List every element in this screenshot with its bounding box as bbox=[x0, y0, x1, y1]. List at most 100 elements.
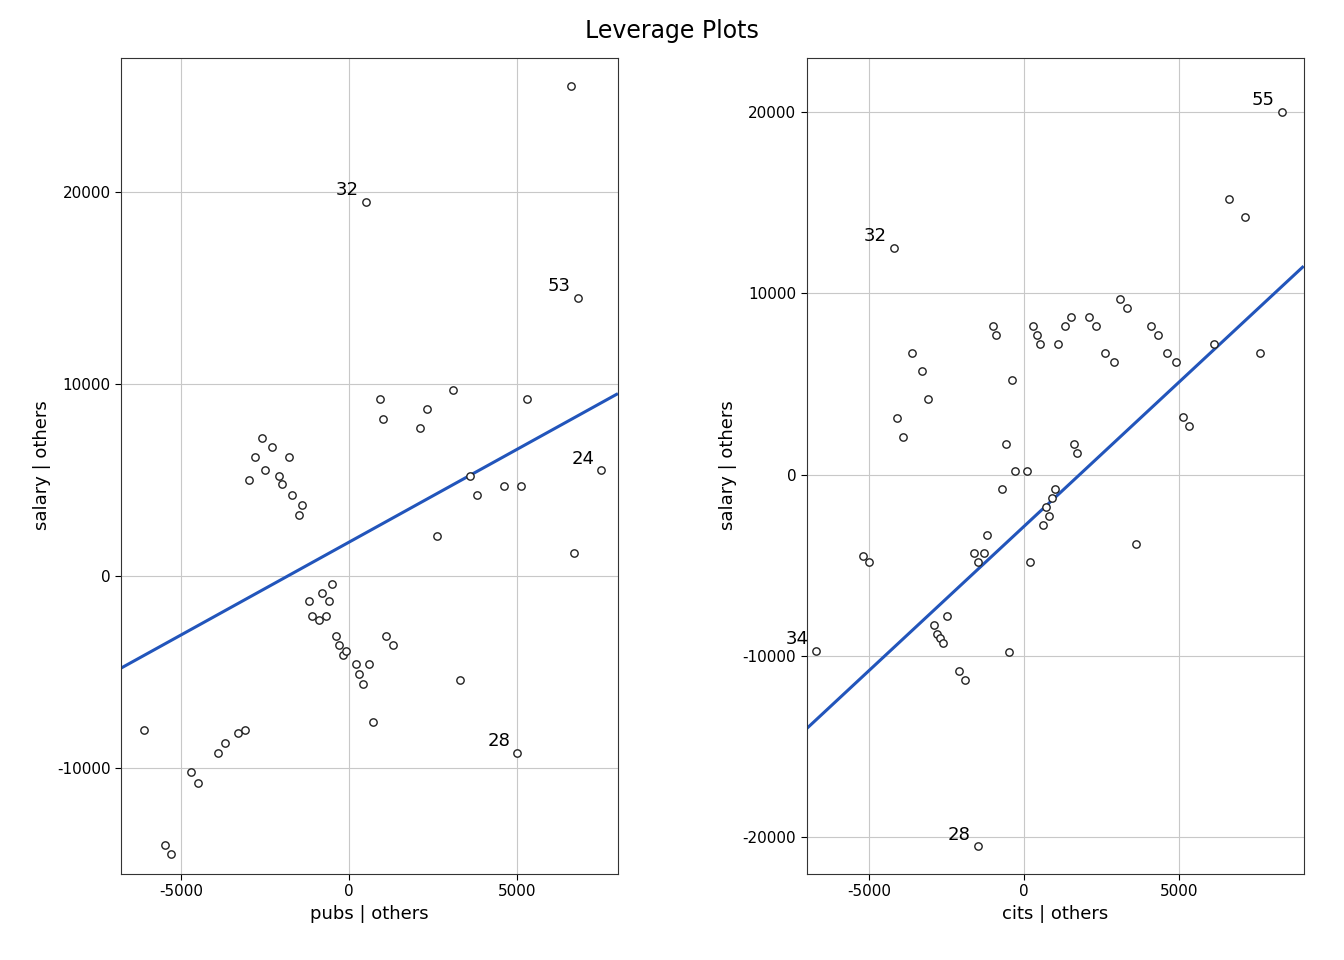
Point bbox=[886, 411, 907, 426]
Point bbox=[1042, 491, 1063, 506]
Text: 32: 32 bbox=[864, 228, 887, 245]
Point bbox=[1044, 482, 1066, 497]
Point bbox=[254, 463, 276, 478]
Point bbox=[1054, 319, 1075, 334]
Point bbox=[1110, 291, 1132, 306]
Point bbox=[933, 636, 954, 651]
Text: 28: 28 bbox=[948, 826, 970, 844]
Point bbox=[271, 476, 293, 492]
Point bbox=[507, 745, 528, 760]
Point bbox=[1025, 327, 1047, 343]
Point bbox=[321, 576, 343, 591]
Point bbox=[372, 411, 394, 426]
Text: 55: 55 bbox=[1253, 91, 1275, 109]
Point bbox=[590, 463, 612, 478]
Point bbox=[308, 612, 329, 628]
Point bbox=[926, 627, 948, 642]
Point bbox=[1079, 309, 1101, 324]
Point bbox=[883, 240, 905, 255]
Point bbox=[1039, 509, 1060, 524]
Point bbox=[375, 628, 396, 643]
Point bbox=[1234, 209, 1255, 225]
Point bbox=[1094, 346, 1116, 361]
Point bbox=[1250, 346, 1271, 361]
Point bbox=[460, 468, 481, 484]
X-axis label: cits | others: cits | others bbox=[1003, 904, 1109, 923]
Point bbox=[214, 735, 235, 751]
Point bbox=[973, 545, 995, 561]
Point bbox=[382, 637, 403, 653]
Point bbox=[1172, 409, 1193, 424]
Point bbox=[238, 472, 259, 488]
Point bbox=[1141, 319, 1163, 334]
Point bbox=[1001, 372, 1023, 388]
Point bbox=[1116, 300, 1137, 316]
Y-axis label: salary | others: salary | others bbox=[34, 400, 51, 531]
Point bbox=[359, 657, 380, 672]
Point bbox=[964, 545, 985, 561]
Point bbox=[1035, 499, 1056, 515]
Text: 32: 32 bbox=[336, 180, 359, 199]
Point bbox=[917, 391, 938, 406]
Point bbox=[153, 837, 175, 852]
Point bbox=[426, 528, 448, 543]
Point bbox=[1219, 191, 1241, 206]
Point bbox=[516, 392, 538, 407]
Point bbox=[1030, 336, 1051, 351]
Point bbox=[985, 327, 1007, 343]
Point bbox=[251, 430, 273, 445]
Point bbox=[1125, 536, 1146, 551]
Point bbox=[992, 482, 1013, 497]
Point bbox=[466, 488, 488, 503]
Point bbox=[923, 617, 945, 633]
Point bbox=[180, 764, 202, 780]
Point bbox=[1271, 105, 1293, 120]
Point bbox=[1103, 354, 1125, 370]
Point bbox=[1060, 309, 1082, 324]
Point bbox=[935, 609, 957, 624]
Point bbox=[288, 507, 309, 522]
Point bbox=[348, 666, 370, 682]
Point bbox=[207, 745, 228, 760]
Point bbox=[292, 497, 313, 513]
Point bbox=[267, 468, 289, 484]
Point bbox=[133, 722, 155, 737]
Point bbox=[560, 79, 582, 94]
Point bbox=[1063, 436, 1085, 451]
Point bbox=[325, 628, 347, 643]
Point bbox=[415, 401, 437, 417]
Point bbox=[1023, 319, 1044, 334]
Point bbox=[442, 382, 464, 397]
Point bbox=[1085, 319, 1106, 334]
Point bbox=[1146, 327, 1168, 343]
Point bbox=[954, 672, 976, 687]
Point bbox=[1165, 354, 1187, 370]
Point bbox=[345, 657, 367, 672]
Point bbox=[911, 364, 933, 379]
Point bbox=[976, 527, 997, 542]
Point bbox=[352, 676, 374, 691]
Point bbox=[966, 839, 988, 854]
Point bbox=[234, 722, 255, 737]
Point bbox=[1203, 336, 1224, 351]
Point bbox=[449, 672, 470, 687]
Point bbox=[245, 449, 266, 465]
Text: Leverage Plots: Leverage Plots bbox=[585, 19, 759, 43]
Text: 34: 34 bbox=[786, 630, 809, 648]
Point bbox=[857, 554, 879, 569]
Point bbox=[1177, 418, 1199, 433]
Point bbox=[301, 609, 323, 624]
Point bbox=[1047, 336, 1068, 351]
Point bbox=[930, 630, 952, 645]
Point bbox=[281, 488, 302, 503]
Point bbox=[314, 609, 336, 624]
Point bbox=[982, 319, 1004, 334]
Point bbox=[1020, 554, 1042, 569]
Point bbox=[1016, 464, 1038, 479]
Point bbox=[328, 637, 349, 653]
Point bbox=[509, 478, 531, 493]
Point bbox=[567, 290, 589, 305]
Point bbox=[298, 593, 320, 609]
X-axis label: pubs | others: pubs | others bbox=[310, 904, 429, 923]
Point bbox=[319, 593, 340, 609]
